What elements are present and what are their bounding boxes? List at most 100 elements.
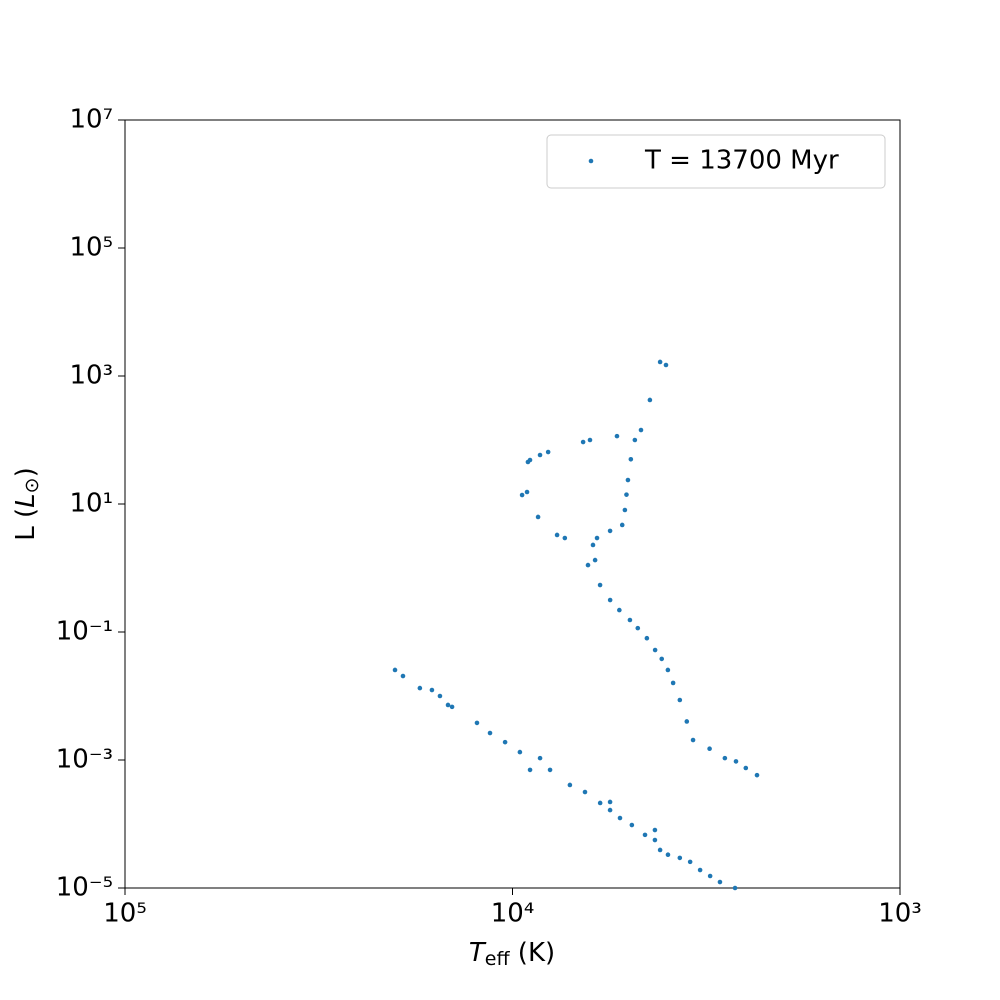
point: [638, 427, 644, 433]
y-tick-label: 10⁻¹: [56, 617, 113, 647]
point: [547, 767, 553, 773]
x-tick-label: 10⁵: [103, 899, 147, 929]
point: [657, 359, 663, 365]
y-tick-label: 10⁻³: [56, 745, 113, 775]
point: [487, 730, 493, 736]
point: [632, 437, 638, 443]
point: [587, 437, 593, 443]
point: [690, 737, 696, 743]
y-tick-label: 10⁻⁵: [56, 873, 113, 903]
point: [687, 859, 693, 865]
y-tick-label: 10³: [69, 361, 113, 391]
point: [597, 582, 603, 588]
y-label-italic: L: [11, 493, 41, 508]
point: [614, 433, 620, 439]
x-label-rest: (K): [510, 938, 556, 968]
point: [684, 719, 690, 724]
plot-frame: [124, 119, 901, 889]
point: [554, 532, 560, 538]
point: [628, 456, 634, 462]
point: [619, 522, 625, 528]
point: [677, 855, 683, 861]
point: [527, 767, 533, 773]
point: [663, 362, 669, 368]
point: [537, 452, 543, 458]
point: [722, 755, 728, 761]
point: [449, 704, 455, 710]
point: [607, 597, 613, 603]
point: [400, 673, 406, 679]
point: [652, 827, 658, 833]
point: [635, 625, 641, 631]
point: [517, 749, 523, 755]
point: [474, 720, 480, 726]
y-tick-label: 10⁷: [69, 105, 113, 135]
point: [625, 477, 631, 483]
point: [629, 822, 635, 828]
point: [657, 847, 663, 853]
point: [647, 397, 653, 403]
point: [562, 535, 568, 541]
point: [519, 492, 525, 498]
point: [670, 680, 676, 686]
point: [607, 799, 613, 805]
y-tick-label: 10⁵: [69, 233, 113, 263]
point: [652, 837, 658, 843]
y-label-rest: ): [11, 467, 41, 477]
point: [617, 815, 623, 821]
point: [585, 562, 591, 568]
point: [644, 635, 650, 641]
point: [567, 782, 573, 788]
legend-marker: [588, 158, 594, 164]
point: [652, 647, 658, 653]
x-label-main: T: [469, 938, 487, 968]
point: [582, 789, 588, 795]
point: [545, 449, 551, 455]
point: [535, 514, 541, 520]
x-axis-label: Teff (K): [469, 938, 555, 970]
point: [417, 685, 423, 691]
x-label-sub: eff: [485, 948, 511, 970]
point: [754, 772, 760, 778]
point: [590, 542, 596, 548]
point: [594, 535, 600, 541]
point: [717, 879, 723, 885]
y-tick-label: 10¹: [69, 489, 113, 519]
point: [437, 693, 443, 699]
point: [445, 702, 451, 708]
point: [732, 885, 738, 891]
point: [607, 528, 613, 534]
y-label-sub: ⊙: [21, 477, 43, 493]
x-tick-label: 10⁴: [491, 899, 535, 929]
point: [697, 867, 703, 873]
point: [624, 492, 629, 497]
point: [743, 765, 749, 771]
point: [592, 557, 598, 563]
y-label-main: L (: [11, 508, 41, 541]
y-axis-label: L (L⊙): [11, 467, 43, 540]
point: [642, 832, 648, 838]
legend-label: T = 13700 Myr: [644, 146, 839, 176]
point: [627, 617, 633, 623]
point: [392, 667, 398, 673]
point: [580, 439, 586, 445]
legend-box: [546, 134, 886, 189]
x-tick-label: 10³: [878, 899, 922, 929]
point: [677, 697, 683, 703]
point: [524, 489, 530, 495]
point: [665, 852, 671, 858]
point: [707, 746, 712, 752]
point: [707, 873, 713, 879]
point: [607, 807, 613, 813]
point: [597, 800, 603, 806]
point: [617, 607, 622, 613]
point: [502, 739, 508, 745]
point: [525, 459, 531, 465]
point: [537, 755, 543, 761]
point: [429, 687, 435, 693]
point: [622, 507, 628, 513]
point: [659, 656, 665, 662]
point: [665, 667, 671, 673]
point: [733, 759, 739, 764]
